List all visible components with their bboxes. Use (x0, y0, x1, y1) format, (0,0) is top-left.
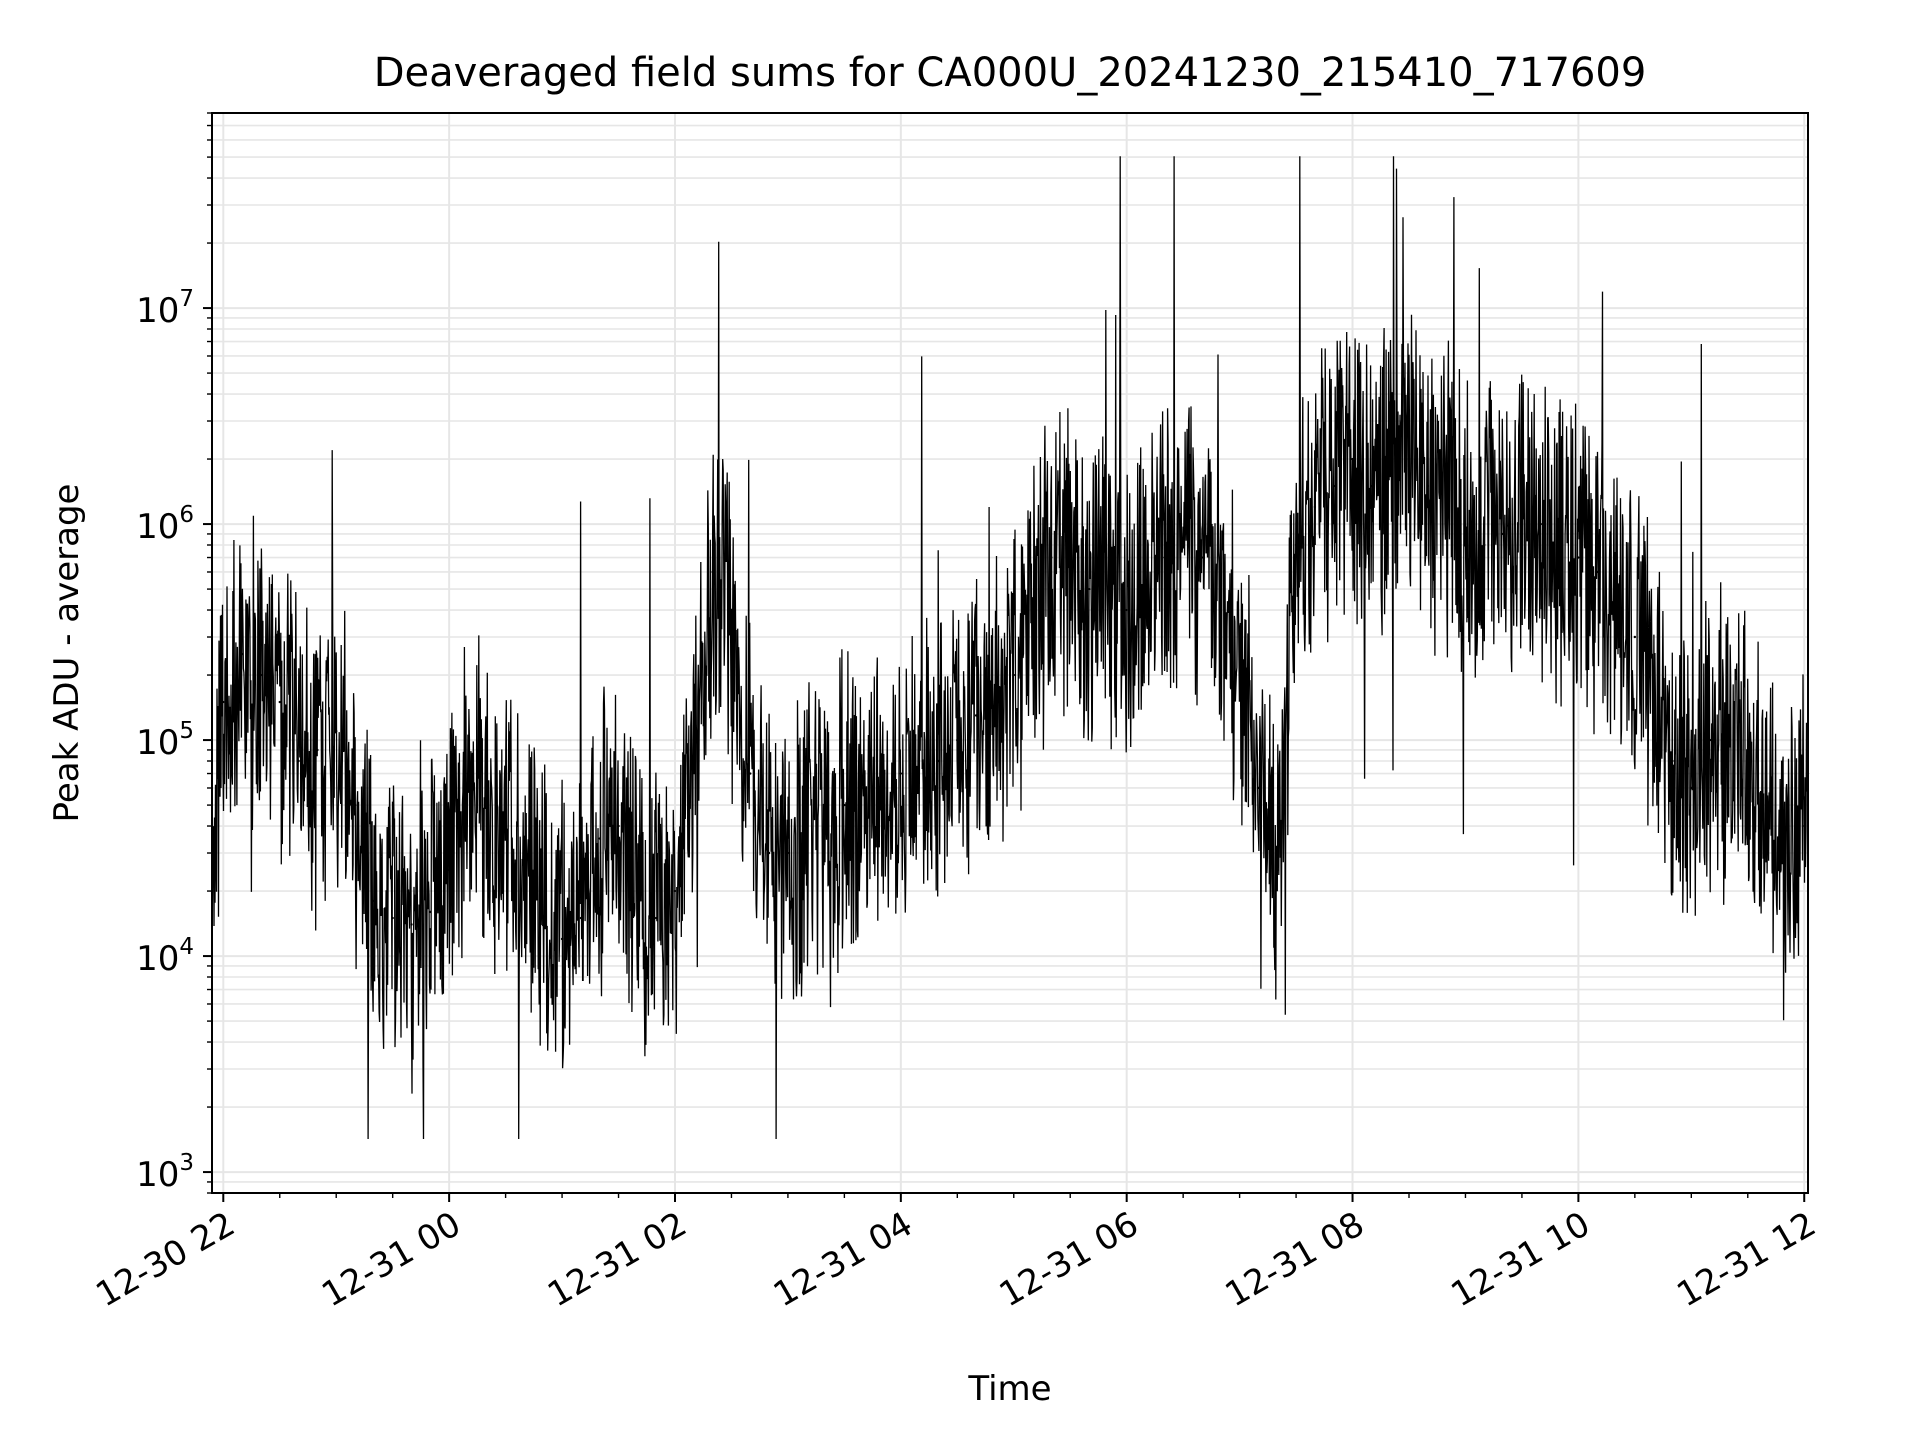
data-point (1332, 484, 1335, 488)
data-point (1464, 543, 1467, 547)
y-axis-label: Peak ADU - average (47, 484, 87, 823)
data-point (617, 824, 620, 828)
data-point (1614, 608, 1618, 612)
y-tick-label: 106 (136, 502, 194, 547)
data-point (372, 899, 376, 903)
data-point (1520, 505, 1524, 509)
data-point (1050, 556, 1053, 559)
data-point (861, 786, 865, 790)
data-point (654, 916, 658, 920)
data-point (297, 759, 300, 763)
y-tick-label: 103 (136, 1150, 194, 1195)
data-point (391, 916, 394, 920)
data-point (222, 700, 225, 704)
data-point (1652, 700, 1655, 704)
data-point (1558, 543, 1561, 547)
y-tick-label: 105 (136, 718, 194, 763)
data-point (843, 803, 846, 807)
data-point (259, 673, 263, 677)
data-point (1200, 556, 1204, 559)
y-tick-label: 104 (136, 934, 194, 979)
data-point (1144, 570, 1147, 574)
data-point (240, 652, 244, 656)
data-point (974, 714, 978, 717)
data-point (335, 729, 338, 733)
data-point (466, 772, 470, 775)
data-point (353, 803, 357, 807)
data-point (579, 916, 583, 920)
data-point (937, 759, 940, 763)
data-point (1181, 543, 1185, 547)
data-point (1125, 608, 1128, 612)
data-point (429, 910, 432, 914)
data-point (1069, 543, 1072, 547)
data-point (1501, 532, 1505, 536)
data-point (542, 916, 545, 920)
data-point (786, 851, 790, 855)
data-point (1294, 543, 1298, 547)
data-point (1426, 484, 1430, 488)
data-point (730, 635, 733, 639)
y-tick-label: 107 (136, 286, 194, 331)
data-point (523, 851, 526, 855)
data-point (880, 803, 884, 807)
x-axis-label: Time (967, 1369, 1051, 1409)
data-point (899, 772, 903, 775)
data-point (598, 837, 601, 840)
series-line (211, 156, 1809, 1140)
data-point (1276, 868, 1279, 872)
data-point (711, 570, 714, 574)
y-axis: 103 104 105 106 107 (136, 112, 212, 1195)
data-point (1633, 635, 1637, 639)
data-point (1539, 522, 1542, 526)
data-point (1257, 786, 1260, 790)
data-point (485, 813, 488, 817)
data-point (1313, 505, 1317, 509)
data-point (1031, 621, 1034, 624)
data-point (1388, 457, 1392, 461)
data-point (824, 824, 827, 828)
data-point (1163, 556, 1166, 559)
data-point (560, 937, 564, 941)
data-point (1351, 457, 1354, 461)
data-point (1596, 570, 1599, 574)
data-point (1577, 556, 1580, 559)
data-point (504, 824, 507, 828)
data-point (1784, 889, 1787, 893)
data-point (1746, 759, 1749, 763)
data-point (1671, 759, 1674, 763)
data-point (636, 899, 639, 903)
data-point (278, 700, 281, 704)
data-point (805, 837, 808, 840)
data-point (1407, 457, 1411, 461)
chart-title: Deaveraged field sums for CA000U_2024123… (374, 50, 1647, 96)
data-point (1238, 673, 1241, 677)
data-point (692, 759, 696, 763)
data-point (1445, 484, 1448, 488)
series-layer (210, 156, 1810, 1140)
data-point (1370, 484, 1373, 488)
data-point (673, 889, 677, 893)
data-point (410, 923, 413, 926)
data-point (1106, 587, 1110, 591)
data-point (447, 868, 451, 872)
data-point (1483, 543, 1486, 547)
data-point (1012, 673, 1015, 677)
plot-frame (211, 112, 1809, 1194)
data-point (1708, 738, 1712, 742)
data-point (1087, 587, 1091, 591)
data-point (1727, 738, 1731, 742)
data-point (1690, 786, 1693, 790)
data-point (918, 748, 921, 752)
data-point (316, 748, 319, 752)
data-point (1803, 824, 1806, 828)
data-point (956, 738, 959, 742)
data-point (1765, 803, 1768, 807)
data-point (749, 772, 752, 775)
data-point (993, 700, 997, 704)
data-point (767, 851, 771, 855)
data-point (1219, 608, 1222, 612)
